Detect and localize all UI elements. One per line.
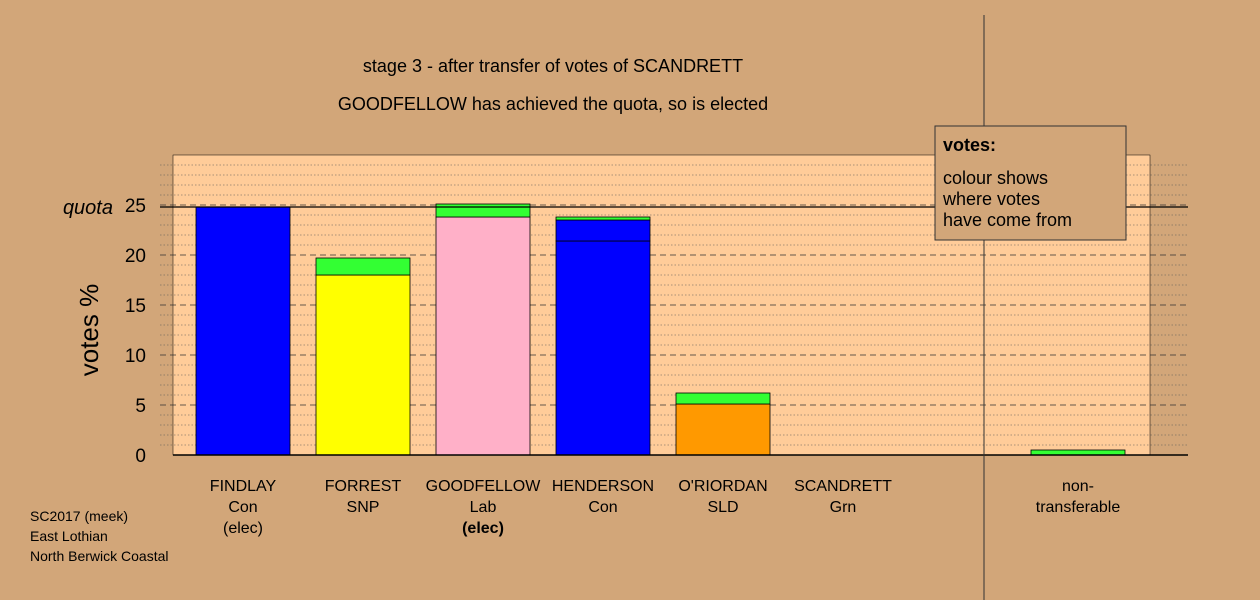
bar-segment-goodfellow (435, 216, 531, 456)
legend-line: where votes (942, 189, 1040, 209)
bar-segment-oriordan (675, 403, 771, 456)
bar-segment-forrest (315, 257, 411, 276)
y-tick-label: 15 (125, 296, 146, 317)
legend: votes: colour shows where votes have com… (934, 125, 1127, 241)
legend-line: have come from (943, 210, 1072, 230)
chart-subtitle: GOODFELLOW has achieved the quota, so is… (338, 94, 768, 114)
bar-segment-forrest (315, 274, 411, 456)
x-label: FORREST (325, 478, 402, 495)
x-label: O'RIORDAN (678, 478, 767, 495)
bar-segment-henderson (555, 240, 651, 456)
x-label: Grn (830, 499, 857, 516)
x-label: GOODFELLOW (426, 478, 542, 495)
x-label: FINDLAY (210, 478, 277, 495)
y-tick-label: 10 (125, 346, 146, 367)
x-label: Con (588, 499, 617, 516)
x-label-nontransferable: non- (1062, 478, 1094, 495)
x-label: (elec) (223, 520, 263, 537)
y-axis: 0 5 10 15 20 25 (125, 196, 146, 467)
chart-title: stage 3 - after transfer of votes of SCA… (363, 56, 743, 76)
x-label: Con (228, 499, 257, 516)
quota-label: quota (63, 197, 113, 219)
legend-title: votes: (943, 135, 996, 155)
x-label: Lab (470, 499, 497, 516)
x-label: (elec) (462, 520, 504, 537)
x-label: SNP (347, 499, 380, 516)
bars (195, 203, 1126, 456)
bar-segment-goodfellow (435, 203, 531, 218)
y-tick-label: 20 (125, 246, 146, 267)
footer-line: North Berwick Coastal (30, 548, 169, 564)
x-label: HENDERSON (552, 478, 654, 495)
footer-line: East Lothian (30, 528, 108, 544)
x-labels: FINDLAY Con (elec) FORREST SNP GOODFELLOW Lab (… (210, 478, 1121, 537)
y-tick-label: 5 (135, 396, 146, 417)
y-tick-label: 0 (135, 446, 146, 467)
bar-segment-henderson (555, 219, 651, 242)
footer-line: SC2017 (meek) (30, 508, 128, 524)
y-axis-label: votes % (74, 284, 104, 377)
x-label: SLD (707, 499, 738, 516)
bar-segment-henderson (555, 216, 651, 221)
legend-line: colour shows (943, 168, 1048, 188)
y-tick-label: 25 (125, 196, 146, 217)
x-label: SCANDRETT (794, 478, 892, 495)
bar-segment-findlay (195, 206, 291, 456)
bar-segment-oriordan (675, 392, 771, 405)
x-label-nontransferable: transferable (1036, 499, 1121, 516)
legend-box (934, 125, 1127, 241)
